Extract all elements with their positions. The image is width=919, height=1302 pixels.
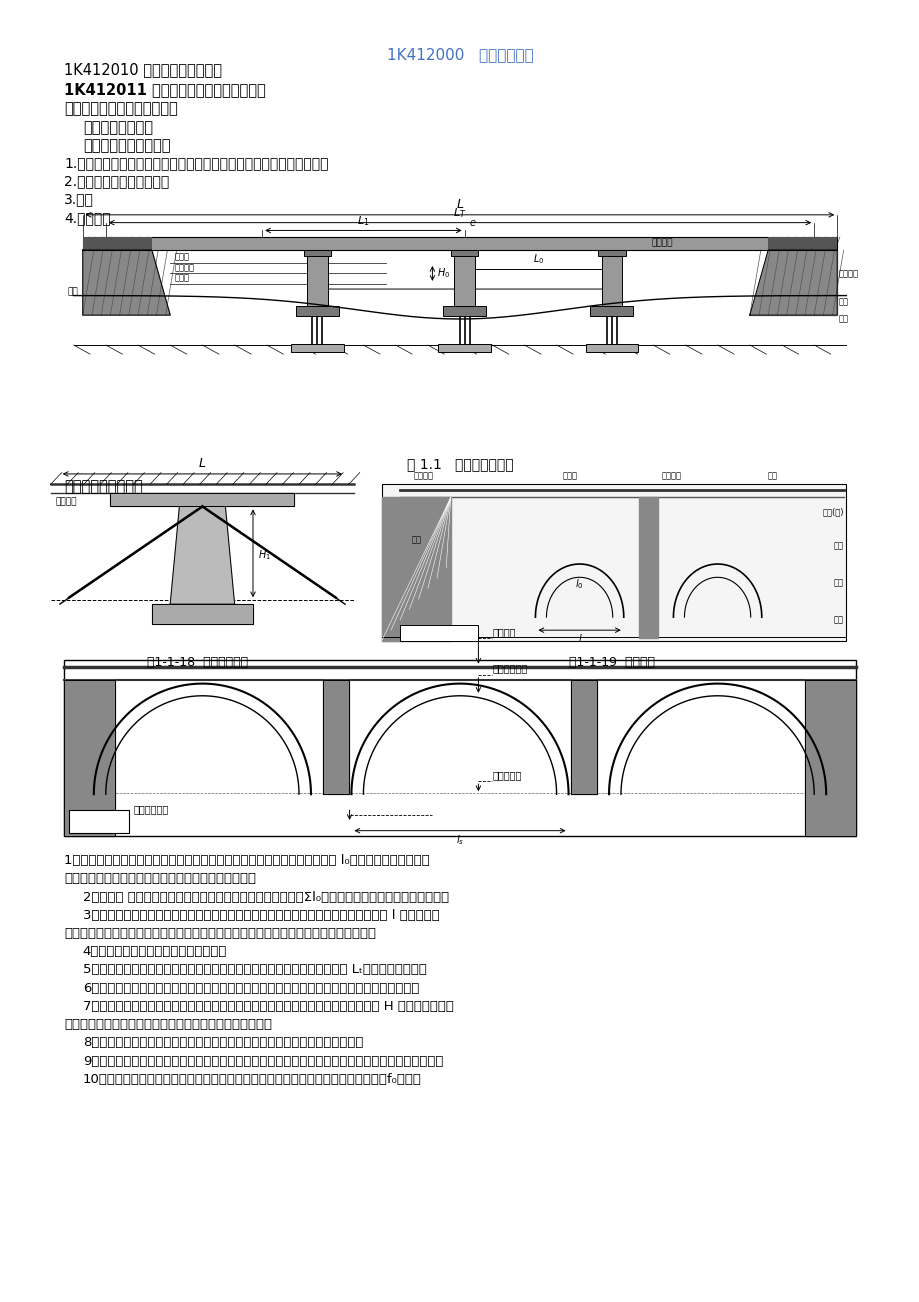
- Text: 图1-1-18  带基箱的桥墩: 图1-1-18 带基箱的桥墩: [147, 656, 248, 669]
- Bar: [83, 237, 836, 250]
- Text: 基础: 基础: [833, 616, 843, 624]
- Polygon shape: [749, 250, 836, 315]
- Bar: [767, 237, 836, 250]
- Text: （一）桥梁的定义: （一）桥梁的定义: [83, 120, 153, 135]
- Bar: [290, 344, 343, 352]
- Text: 跨径是每孔拱跨两个拱脚截面最低点之间的水平距离。: 跨径是每孔拱跨两个拱脚截面最低点之间的水平距离。: [64, 872, 256, 885]
- Text: 3.支座: 3.支座: [64, 193, 94, 207]
- Text: 6．桥梁高度：是指桥面与低水位之间的高差，或为桥面与桥下线路面之间的距离，简称桥高。: 6．桥梁高度：是指桥面与低水位之间的高差，或为桥面与桥下线路面之间的距离，简称桥…: [83, 982, 419, 995]
- Polygon shape: [804, 680, 855, 836]
- Polygon shape: [152, 604, 253, 624]
- Polygon shape: [170, 506, 234, 604]
- Text: 8．建筑高度：是桥上行车路面（或轨顶）标高至桥跨结构最下缘之间的距离。: 8．建筑高度：是桥上行车路面（或轨顶）标高至桥跨结构最下缘之间的距离。: [83, 1036, 363, 1049]
- Text: $L_1$: $L_1$: [357, 214, 369, 228]
- Text: 拱圈(肋): 拱圈(肋): [822, 508, 843, 516]
- Text: 1．净跨径：梁式桥是设计洪水位上相邻两个桥墩（或桥台）之间的净距，用 l₀表示。对于拱式桥，净: 1．净跨径：梁式桥是设计洪水位上相邻两个桥墩（或桥台）之间的净距，用 l₀表示。…: [64, 854, 430, 867]
- Text: $l_0$: $l_0$: [574, 578, 584, 591]
- Text: 通航水位: 通航水位: [175, 263, 195, 272]
- Text: 桥墩: 桥墩: [833, 579, 843, 587]
- Text: 桥跨结构: 桥跨结构: [651, 238, 673, 247]
- Bar: [307, 256, 327, 306]
- Text: 拱轴线: 拱轴线: [562, 471, 577, 480]
- Text: 1K412011 掌握城市桥梁结构组成与类型: 1K412011 掌握城市桥梁结构组成与类型: [64, 82, 266, 98]
- Bar: [601, 256, 621, 306]
- Bar: [303, 250, 331, 256]
- Bar: [295, 306, 338, 316]
- Bar: [64, 660, 855, 836]
- Bar: [590, 306, 633, 316]
- Polygon shape: [110, 493, 294, 506]
- Text: $L_0$: $L_0$: [532, 251, 543, 266]
- Text: 拱脚: 拱脚: [833, 542, 843, 549]
- Text: $L_K$: $L_K$: [458, 293, 471, 307]
- Bar: [69, 810, 129, 833]
- Text: 起拱线标高: 起拱线标高: [492, 769, 521, 780]
- Text: 基础底面标高: 基础底面标高: [133, 803, 168, 814]
- Text: 桥面标高: 桥面标高: [492, 626, 516, 637]
- Bar: [450, 250, 478, 256]
- Text: 4．拱轴线：拱圈各截面形心点的连线。: 4．拱轴线：拱圈各截面形心点的连线。: [83, 945, 227, 958]
- Bar: [381, 484, 845, 641]
- Text: $L_T$: $L_T$: [453, 206, 466, 220]
- Text: 线路标高: 线路标高: [55, 497, 76, 506]
- Text: 拱顶: 拱顶: [767, 471, 777, 480]
- Polygon shape: [64, 680, 115, 836]
- Text: 1.桥跨结构：在线路中断时跨越障碍的主要承载结构，也叫上部结构。: 1.桥跨结构：在线路中断时跨越障碍的主要承载结构，也叫上部结构。: [64, 156, 329, 171]
- Polygon shape: [83, 250, 170, 315]
- Text: 基础: 基础: [838, 315, 848, 323]
- Text: 拱顶底面标高: 拱顶底面标高: [492, 664, 527, 673]
- Text: $H_0$: $H_0$: [437, 267, 449, 280]
- Text: 2．总跨径 是多孔桥梁中各孔净跨径的总和，也称桥梁孔径（Σl₀），它反映了桥下宣泄洪水的能力。: 2．总跨径 是多孔桥梁中各孔净跨径的总和，也称桥梁孔径（Σl₀），它反映了桥下宣…: [83, 891, 448, 904]
- Text: 能安全排洪，并不得小于对该河流通航所规定的净空高度。: 能安全排洪，并不得小于对该河流通航所规定的净空高度。: [64, 1018, 272, 1031]
- Text: 4.锥形护坡: 4.锥形护坡: [64, 211, 111, 225]
- Text: 2.桥墩和桥台（通称墩台）: 2.桥墩和桥台（通称墩台）: [64, 174, 169, 189]
- Text: 9．容许建筑高度：公路（或铁路）定线中所确定的桥面（或轨顶）标高，与通航净空顶部标高之差。: 9．容许建筑高度：公路（或铁路）定线中所确定的桥面（或轨顶）标高，与通航净空顶部…: [83, 1055, 443, 1068]
- Polygon shape: [639, 497, 657, 638]
- Text: 桥台: 桥台: [412, 536, 421, 544]
- Text: 图 1.1   桥梁的基本组成: 图 1.1 桥梁的基本组成: [406, 457, 513, 471]
- Text: L: L: [199, 457, 206, 470]
- Text: 拱上结构: 拱上结构: [661, 471, 681, 480]
- Text: e: e: [469, 217, 475, 228]
- Bar: [443, 306, 485, 316]
- Text: 桥台: 桥台: [128, 238, 139, 247]
- Text: $l_s$: $l_s$: [456, 833, 463, 848]
- Text: 7．桥下净空高度：是设计洪水位或计算通航水位至桥跨结构最下缘之间的距离，以 H 表示。它应保证: 7．桥下净空高度：是设计洪水位或计算通航水位至桥跨结构最下缘之间的距离，以 H …: [83, 1000, 453, 1013]
- Text: （三）相关常用术语: （三）相关常用术语: [64, 479, 143, 495]
- Text: 一、桥梁基本组成与常用术语: 一、桥梁基本组成与常用术语: [64, 102, 178, 117]
- Polygon shape: [571, 680, 596, 794]
- Text: 10．净矢高：是从拱顶截面下缘至相邻两拱脚截面下线最低点之间连线的垂直距离，f₀表示；: 10．净矢高：是从拱顶截面下缘至相邻两拱脚截面下线最低点之间连线的垂直距离，f₀…: [83, 1073, 421, 1086]
- Text: 洪水位: 洪水位: [175, 253, 189, 262]
- Text: 5．桥梁全长：是桥梁两端两个桥台的侧墙或八字墙后端点之间的距离，用 Lₜ表示，简称桥长。: 5．桥梁全长：是桥梁两端两个桥台的侧墙或八字墙后端点之间的距离，用 Lₜ表示，简…: [83, 963, 426, 976]
- Text: 桥墩: 桥墩: [67, 288, 78, 296]
- Polygon shape: [381, 497, 450, 641]
- Text: $H_1$: $H_1$: [257, 548, 270, 562]
- Text: 1K412010 城市桥梁工程与材料: 1K412010 城市桥梁工程与材料: [64, 62, 222, 78]
- Polygon shape: [323, 680, 348, 794]
- Text: 低水位: 低水位: [175, 273, 189, 283]
- Bar: [400, 625, 478, 641]
- Text: 3．计算跨径：对于具有支座的桥梁，是指桥跨结构相邻两个支座中心之间的距离，用 l 表示。拱圈: 3．计算跨径：对于具有支座的桥梁，是指桥跨结构相邻两个支座中心之间的距离，用 l…: [83, 909, 439, 922]
- Bar: [454, 256, 474, 306]
- Text: 1K412000   城市桥梁工程: 1K412000 城市桥梁工程: [386, 47, 533, 62]
- Text: 锥体护坡: 锥体护坡: [838, 270, 858, 277]
- Bar: [597, 250, 625, 256]
- Text: 锥形护坡: 锥形护坡: [413, 471, 433, 480]
- Text: 桥墩: 桥墩: [838, 298, 848, 306]
- Text: 图1-1-19  拱涵纵截: 图1-1-19 拱涵纵截: [568, 656, 654, 669]
- Text: （二）桥梁的基本组成: （二）桥梁的基本组成: [83, 138, 170, 154]
- Text: 基础: 基础: [435, 628, 444, 635]
- Text: L: L: [456, 198, 463, 211]
- Text: l: l: [578, 634, 580, 644]
- Text: （或拱肋）各截面形心点的连线称为拱轴线，计算跨径为拱轴线两端点之间的水平距离。: （或拱肋）各截面形心点的连线称为拱轴线，计算跨径为拱轴线两端点之间的水平距离。: [64, 927, 376, 940]
- Bar: [585, 344, 638, 352]
- Bar: [438, 344, 491, 352]
- Bar: [83, 237, 152, 250]
